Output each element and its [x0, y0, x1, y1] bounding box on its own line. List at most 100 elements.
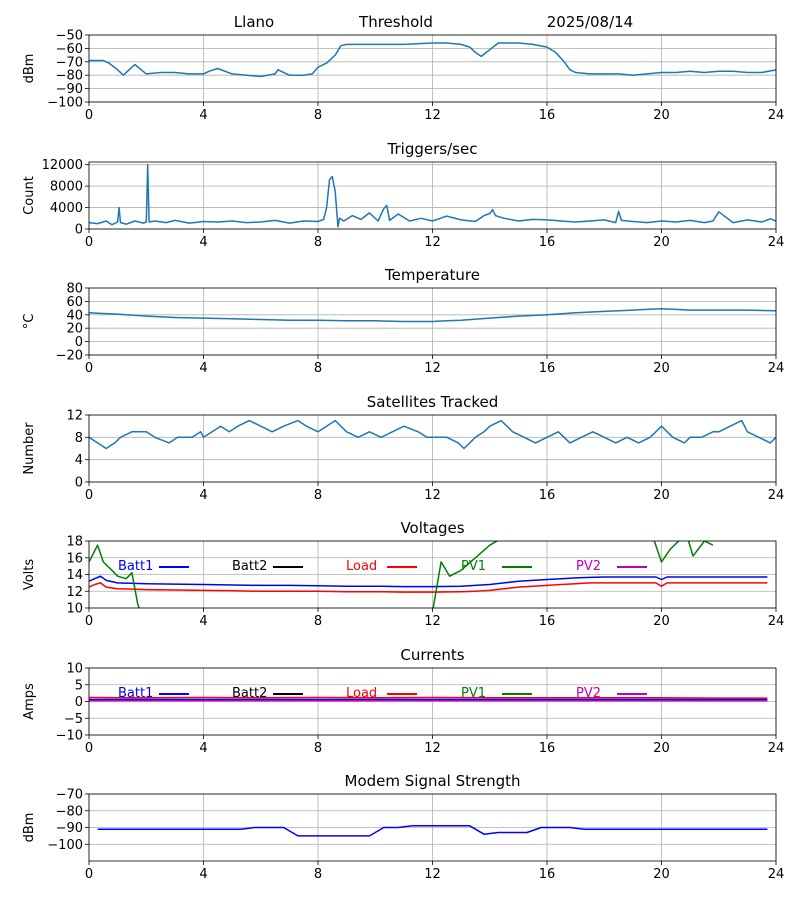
series-line — [89, 419, 776, 450]
y-tick-label: 8000 — [50, 180, 83, 195]
x-tick-label: 16 — [539, 361, 556, 376]
x-tick-label: 4 — [199, 867, 207, 882]
y-tick-label: −60 — [56, 42, 83, 57]
y-axis-label: Count — [22, 176, 37, 215]
x-tick-label: 12 — [424, 614, 441, 629]
x-tick-label: 12 — [424, 235, 441, 250]
y-tick-label: −90 — [56, 82, 83, 97]
series-line — [89, 308, 776, 323]
legend-label: Batt2 — [232, 686, 267, 701]
y-tick-label: 80 — [66, 282, 83, 297]
chart-panel-4: 0 4 8 12 16 20 24 0 4 8 12 Satellites Tracked Number — [22, 393, 784, 503]
y-tick-label: 0 — [75, 695, 83, 710]
x-tick-label: 4 — [199, 488, 207, 503]
y-axis-label: dBm — [22, 54, 37, 84]
legend-label: Batt1 — [118, 686, 153, 701]
y-tick-label: −70 — [56, 788, 83, 803]
series-line-pv1 — [89, 541, 714, 608]
x-tick-label: 24 — [768, 108, 785, 123]
x-tick-label: 16 — [539, 488, 556, 503]
x-tick-label: 12 — [424, 741, 441, 756]
series-line — [97, 825, 768, 837]
y-tick-label: −100 — [47, 96, 83, 111]
x-tick-label: 8 — [314, 741, 322, 756]
x-tick-label: 24 — [768, 488, 785, 503]
header-date: 2025/08/14 — [547, 13, 633, 31]
chart-title: Modem Signal Strength — [345, 772, 521, 790]
y-tick-label: −80 — [56, 69, 83, 84]
y-axis-label: °C — [22, 314, 37, 330]
x-tick-label: 12 — [424, 488, 441, 503]
y-tick-label: −5 — [64, 712, 83, 727]
y-tick-label: 12 — [66, 409, 83, 424]
y-tick-label: 4 — [75, 453, 83, 468]
y-tick-label: −80 — [56, 804, 83, 819]
y-tick-label: 10 — [66, 602, 83, 617]
x-tick-label: 24 — [768, 614, 785, 629]
chart-panel-2: 0 4 8 12 16 20 24 0 4000 8000 12000 Triggers/sec Cou… — [22, 140, 784, 250]
legend-label: PV1 — [461, 559, 486, 574]
x-tick-label: 16 — [539, 235, 556, 250]
chart-title: Satellites Tracked — [367, 393, 498, 411]
series-line — [89, 42, 776, 78]
y-tick-label: −50 — [56, 29, 83, 44]
x-tick-label: 24 — [768, 361, 785, 376]
chart-title: Temperature — [384, 266, 480, 284]
x-tick-label: 12 — [424, 108, 441, 123]
x-tick-label: 8 — [314, 488, 322, 503]
series-line-load — [89, 582, 768, 593]
chart-panel-1: 0 4 8 12 16 20 24 −100−90−80−70−60−50 dBm — [22, 29, 784, 124]
x-tick-label: 8 — [314, 235, 322, 250]
series-line — [89, 163, 776, 228]
x-tick-label: 4 — [199, 361, 207, 376]
x-tick-label: 20 — [653, 614, 670, 629]
y-tick-label: 60 — [66, 295, 83, 310]
legend-label: Batt2 — [232, 559, 267, 574]
y-tick-label: 5 — [75, 678, 83, 693]
y-tick-label: 12 — [66, 585, 83, 600]
x-tick-label: 4 — [199, 614, 207, 629]
x-tick-label: 0 — [85, 488, 93, 503]
x-tick-label: 24 — [768, 741, 785, 756]
legend-label: Load — [346, 686, 377, 701]
y-tick-label: 0 — [75, 335, 83, 350]
chart-title: Voltages — [400, 519, 464, 537]
series-line-load — [89, 696, 768, 699]
y-tick-label: 8 — [75, 431, 83, 446]
legend-label: Batt1 — [118, 559, 153, 574]
x-tick-label: 0 — [85, 235, 93, 250]
x-tick-label: 0 — [85, 867, 93, 882]
legend-label: Load — [346, 559, 377, 574]
x-tick-label: 24 — [768, 867, 785, 882]
legend-label: PV1 — [461, 686, 486, 701]
x-tick-label: 16 — [539, 614, 556, 629]
x-tick-label: 20 — [653, 235, 670, 250]
x-tick-label: 16 — [539, 741, 556, 756]
y-tick-label: 4000 — [50, 201, 83, 216]
x-tick-label: 0 — [85, 614, 93, 629]
y-tick-label: −90 — [56, 821, 83, 836]
y-axis-label: Volts — [22, 559, 37, 591]
header-site: Llano — [234, 13, 274, 31]
y-tick-label: −10 — [56, 729, 83, 744]
x-tick-label: 20 — [653, 488, 670, 503]
x-tick-label: 24 — [768, 235, 785, 250]
x-tick-label: 8 — [314, 108, 322, 123]
x-tick-label: 0 — [85, 361, 93, 376]
x-tick-label: 0 — [85, 741, 93, 756]
x-tick-label: 0 — [85, 108, 93, 123]
y-tick-label: 40 — [66, 308, 83, 323]
y-tick-label: 12000 — [42, 158, 83, 173]
y-axis-label: Number — [22, 422, 37, 475]
y-tick-label: 10 — [66, 662, 83, 677]
legend-label: PV2 — [576, 559, 601, 574]
x-tick-label: 12 — [424, 867, 441, 882]
x-tick-label: 12 — [424, 361, 441, 376]
x-tick-label: 20 — [653, 108, 670, 123]
x-tick-label: 16 — [539, 867, 556, 882]
x-tick-label: 20 — [653, 741, 670, 756]
